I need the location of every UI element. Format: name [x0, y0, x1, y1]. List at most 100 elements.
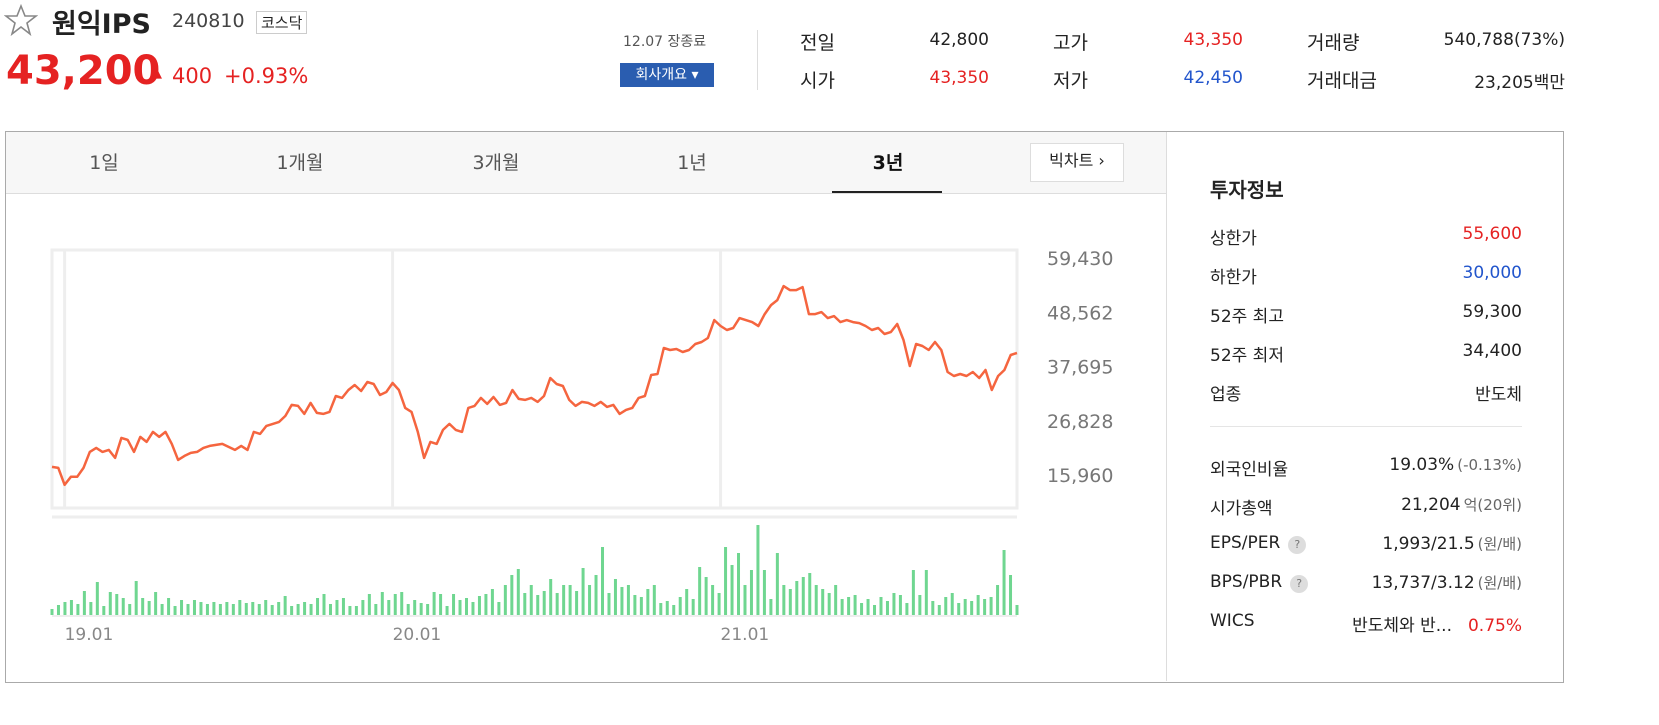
volume-bar [782, 585, 786, 615]
volume-bar [885, 601, 889, 615]
volume-bar [328, 604, 332, 615]
volume-bar [387, 600, 391, 615]
volume-bar [167, 598, 171, 615]
tab[interactable]: 3개월 [472, 152, 520, 174]
volume-bar [471, 602, 475, 615]
volume-bar [108, 592, 112, 615]
volume-bar [749, 570, 753, 615]
volume-bar [678, 597, 682, 615]
invest-label: 52주 최저 [1210, 346, 1284, 366]
favorite-star[interactable] [4, 4, 38, 36]
stat-label: 거래대금 [1307, 70, 1377, 92]
volume-bar [860, 603, 864, 615]
volume-bar [594, 575, 598, 615]
big-chart-button[interactable]: 빅차트 › [1030, 143, 1124, 182]
plot-frame [50, 248, 1019, 510]
tab[interactable]: 1년 [677, 152, 707, 174]
volume-bar [581, 568, 585, 615]
invest-value: 13,737/3.12 (원/배) [1372, 572, 1522, 593]
invest-value: 반도체 [1475, 385, 1522, 405]
volume-bar [95, 582, 99, 615]
volume-bar [115, 594, 119, 615]
volume-bar [445, 606, 449, 615]
stat-value: 42,800 [930, 30, 989, 50]
volume-bar [303, 602, 307, 615]
volume-bar [257, 604, 261, 615]
invest-value: 1,993/21.5 (원/배) [1382, 533, 1522, 554]
volume-bar [646, 589, 650, 615]
volume-bar [808, 573, 812, 615]
volume-bar [147, 601, 151, 615]
invest-value: 34,400 [1462, 341, 1522, 361]
stat-value: 43,350 [1184, 30, 1243, 50]
volume-bar [840, 599, 844, 615]
volume-bar [730, 565, 734, 615]
volume-bar [341, 598, 345, 615]
invest-label: WICS [1210, 611, 1254, 631]
stat-number: 42,800 [929, 30, 989, 50]
value-text: 1,993/21.5 [1382, 534, 1475, 554]
volume-bar [484, 594, 488, 615]
invest-value: 19.03% (-0.13%) [1389, 455, 1522, 475]
volume-bar [523, 593, 527, 615]
volume-bar [633, 595, 637, 615]
current-price: 43,200 [6, 48, 161, 94]
volume-bar [847, 597, 851, 615]
help-icon[interactable]: ? [1288, 536, 1307, 554]
volume-bar [128, 604, 132, 615]
x-tick-label: 19.01 [65, 625, 114, 645]
value-text: 19.03% [1389, 455, 1455, 475]
stat-number: 43,350 [929, 68, 989, 88]
invest-label: 외국인비율 [1210, 455, 1288, 480]
stat-label: 전일 [800, 32, 835, 54]
volume-bar [957, 603, 961, 615]
volume-bar [458, 600, 462, 615]
invest-label: 상한가 [1210, 229, 1257, 249]
volume-bar [134, 581, 138, 615]
volume-bar [568, 585, 572, 615]
tab[interactable]: 1개월 [276, 152, 324, 174]
volume-bar [937, 605, 941, 615]
volume-bar [199, 602, 203, 615]
volume-bar [413, 600, 417, 615]
invest-title: 투자정보 [1210, 178, 1284, 202]
y-tick-label: 59,430 [1047, 248, 1113, 270]
volume-bar [542, 591, 546, 615]
volume-bar [192, 600, 196, 615]
volume-bar [380, 592, 384, 615]
volume-bar [212, 602, 216, 615]
volume-bar [426, 604, 430, 615]
divider [1166, 132, 1167, 681]
volume-bar [769, 599, 773, 615]
volume-bar [950, 593, 954, 615]
volume-bar [827, 593, 831, 615]
volume-bar [400, 592, 404, 615]
volume-bar [756, 525, 760, 615]
help-icon[interactable]: ? [1290, 575, 1309, 593]
volume-bar [154, 592, 158, 615]
y-tick-label: 48,562 [1047, 302, 1113, 324]
label-text: EPS/PER [1210, 533, 1281, 553]
volume-bar [335, 600, 339, 615]
volume-bar [510, 575, 514, 615]
volume-bar [821, 589, 825, 615]
volume-bar [50, 609, 54, 615]
stat-number: 42,450 [1183, 68, 1243, 88]
volume-bar [562, 585, 566, 615]
volume-bar [361, 600, 365, 615]
tab[interactable]: 1일 [89, 152, 119, 174]
volume-bar [866, 599, 870, 615]
volume-bar [814, 585, 818, 615]
invest-value: 59,300 [1462, 302, 1522, 322]
volume-bar [290, 606, 294, 615]
volume-bar [924, 570, 928, 615]
company-button[interactable]: 회사개요 ▾ [620, 63, 714, 87]
stat-label: 고가 [1053, 32, 1088, 54]
volume-bar [944, 597, 948, 615]
label-text: 시가총액 [1210, 499, 1273, 519]
invest-label: 시가총액 [1210, 494, 1273, 519]
value-text: 21,204 [1401, 495, 1461, 515]
tab[interactable]: 3년 [872, 152, 904, 174]
volume-bar [873, 605, 877, 615]
